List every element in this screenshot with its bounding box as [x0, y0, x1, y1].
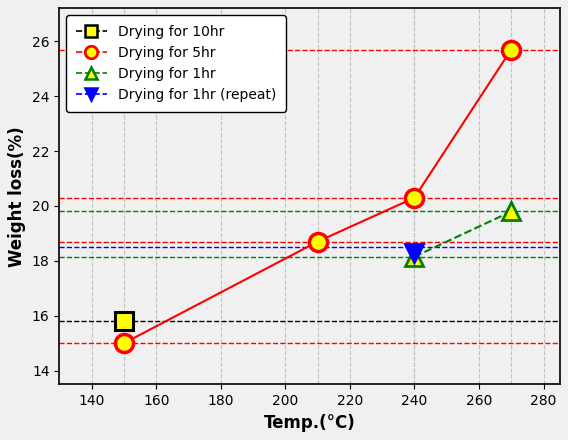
Y-axis label: Weight loss(%): Weight loss(%)	[9, 126, 26, 267]
Legend: Drying for 10hr, Drying for 5hr, Drying for 1hr, Drying for 1hr (repeat): Drying for 10hr, Drying for 5hr, Drying …	[66, 15, 286, 112]
X-axis label: Temp.(°C): Temp.(°C)	[264, 414, 356, 432]
